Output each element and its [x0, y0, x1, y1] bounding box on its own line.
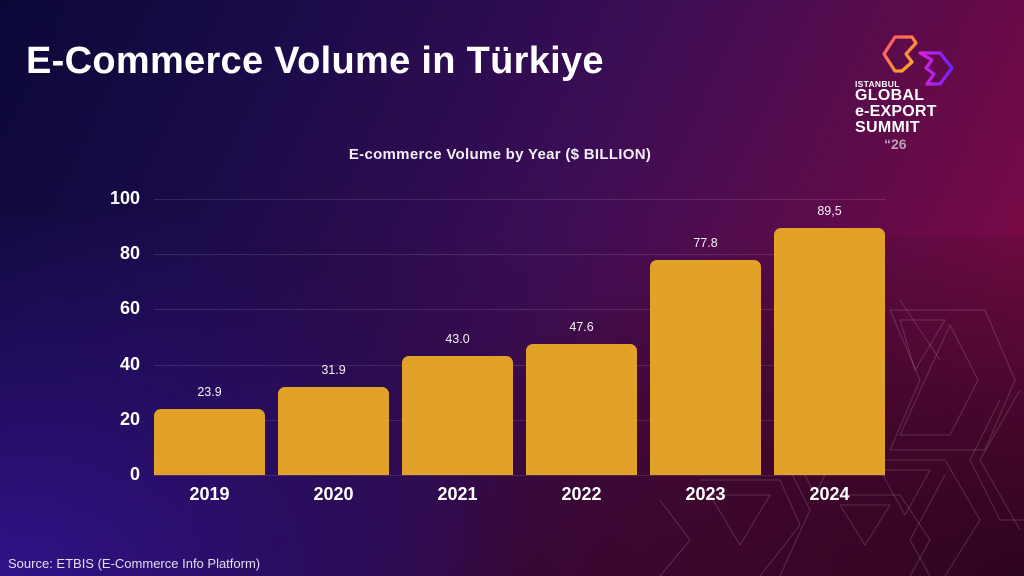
- source-note: Source: ETBIS (E-Commerce Info Platform): [8, 556, 261, 571]
- x-tick-2019: 2019: [189, 484, 230, 504]
- bar-value-label: 47.6: [569, 319, 594, 334]
- bar-2021: [402, 356, 513, 475]
- logo-summit-text: SUMMIT: [855, 119, 920, 136]
- bar-2022: [526, 343, 637, 475]
- bar-value-label: 43.0: [445, 332, 470, 347]
- chart-title: E-commerce Volume by Year ($ BILLION): [348, 146, 652, 163]
- gridline: [154, 365, 886, 366]
- y-tick-80: 80: [119, 243, 140, 263]
- gridline: [154, 199, 886, 200]
- y-tick-60: 60: [119, 298, 140, 318]
- bar-value-label: 31.9: [321, 362, 346, 377]
- bar-2019: [154, 409, 265, 475]
- baseline: [154, 475, 886, 476]
- bar-2024: [774, 227, 885, 475]
- x-tick-2020: 2020: [313, 484, 354, 504]
- gridline: [154, 309, 886, 310]
- bar-2020: [278, 386, 389, 475]
- gridline: [154, 420, 886, 421]
- x-tick-2022: 2022: [561, 484, 602, 504]
- y-tick-20: 20: [119, 409, 140, 429]
- logo-eexport-text: e-EXPORT: [855, 103, 937, 120]
- x-tick-2021: 2021: [437, 484, 478, 504]
- x-tick-2024: 2024: [809, 484, 850, 504]
- gridline: [154, 254, 886, 255]
- bar-2023: [650, 260, 761, 475]
- slide-title: E-Commerce Volume in Türkiye: [26, 40, 604, 82]
- summit-logo: ISTANBUL GLOBAL e-EXPORT SUMMIT “26: [852, 30, 972, 155]
- y-tick-100: 100: [109, 188, 140, 208]
- bar-value-label: 77.8: [693, 236, 718, 251]
- bar-value-label: 23.9: [197, 385, 222, 400]
- y-tick-0: 0: [129, 464, 140, 484]
- logo-istanbul-text: ISTANBUL: [855, 79, 900, 89]
- logo-global-text: GLOBAL: [855, 87, 925, 104]
- logo-year-text: “26: [884, 136, 907, 152]
- chevron-logo-icon: [882, 35, 954, 86]
- bar-value-label: 89,5: [817, 203, 842, 218]
- x-tick-2023: 2023: [685, 484, 726, 504]
- y-tick-40: 40: [119, 354, 140, 374]
